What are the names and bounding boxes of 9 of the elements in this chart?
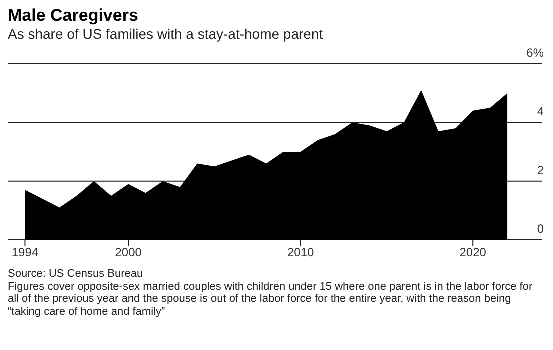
x-tick-label: 1994 [12,246,39,260]
x-tick-label: 2000 [115,246,142,260]
y-tick-label: 2 [537,163,544,178]
text: Figures cover opposite-sex married couples with children under 15 where one parent is in the labor force for all of the previous year and the spouse is out of the labor force for the entire year, with the reason being “taking care of home and family” [8,280,534,318]
source-note: Source: US Census Bureau [8,268,144,280]
chart-subtitle: As share of US families with a stay-at-home parent [8,26,324,42]
x-tick-label: 2020 [460,246,487,260]
x-tick-label: 2010 [287,246,315,260]
chart-title: Male Caregivers [8,6,140,26]
